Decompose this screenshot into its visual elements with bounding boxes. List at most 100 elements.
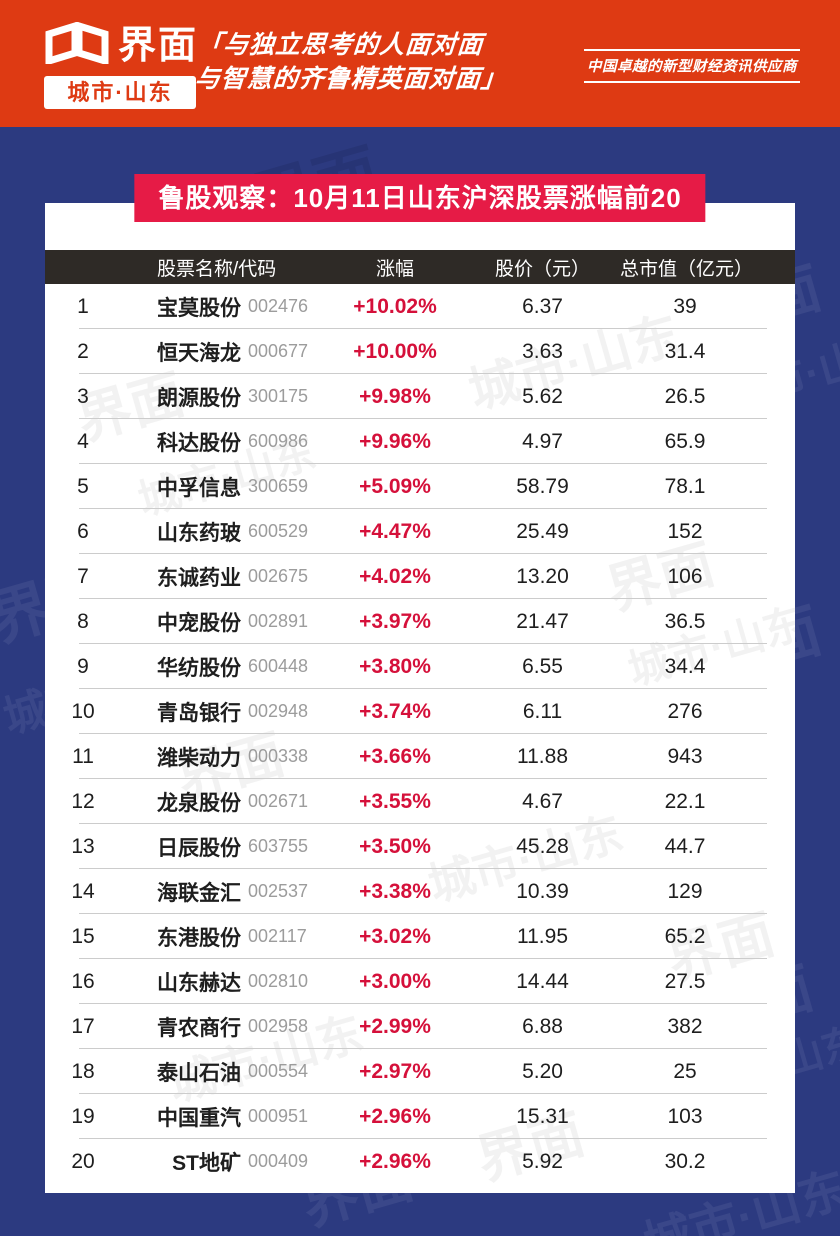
stock-code: 300175 xyxy=(248,386,309,406)
stock-code: 600986 xyxy=(248,431,309,451)
stock-code: 603755 xyxy=(248,836,309,856)
slogan-line-1: 「与独立思考的人面对面 xyxy=(196,31,485,59)
stock-name: 朗源股份 xyxy=(157,386,241,410)
stock-change: +2.96% xyxy=(359,1149,431,1173)
stock-rank: 17 xyxy=(71,1014,95,1038)
stock-price: 3.63 xyxy=(522,339,563,363)
stock-code: 002810 xyxy=(248,971,309,991)
table-row: 2 恒天海龙 000677 +10.00% 3.63 31.4 xyxy=(45,329,795,374)
stock-table-panel: 界面 城市·山东 城市·山东 界面 城市·山东 界面 城市·山东 界面 城市·山… xyxy=(45,203,795,1193)
stock-name: 龙泉股份 xyxy=(157,791,241,815)
stock-rank: 12 xyxy=(71,789,95,813)
stock-change: +3.50% xyxy=(359,834,431,858)
stock-code: 002537 xyxy=(248,881,309,901)
stock-code: 002671 xyxy=(248,791,309,811)
stock-price: 5.62 xyxy=(522,384,563,408)
stock-rank: 4 xyxy=(77,429,89,453)
stock-market-cap: 152 xyxy=(667,519,703,543)
stock-market-cap: 943 xyxy=(667,744,703,768)
table-header-price: 股价（元） xyxy=(494,258,590,280)
table-row: 16 山东赫达 002810 +3.00% 14.44 27.5 xyxy=(45,959,795,1004)
stock-market-cap: 129 xyxy=(667,879,703,903)
stock-market-cap: 26.5 xyxy=(664,384,706,408)
stock-market-cap: 44.7 xyxy=(664,834,706,858)
stock-price: 4.97 xyxy=(522,429,563,453)
stock-market-cap: 78.1 xyxy=(664,474,706,498)
stock-change: +9.96% xyxy=(359,429,431,453)
table-row: 4 科达股份 600986 +9.96% 4.97 65.9 xyxy=(45,419,795,464)
stock-price: 11.88 xyxy=(517,744,568,768)
stock-market-cap: 276 xyxy=(667,699,703,723)
stock-code: 600448 xyxy=(248,656,309,676)
table-row: 3 朗源股份 300175 +9.98% 5.62 26.5 xyxy=(45,374,795,419)
stock-name: 潍柴动力 xyxy=(157,746,241,770)
stock-code: 300659 xyxy=(248,476,309,496)
stock-market-cap: 65.2 xyxy=(664,924,706,948)
stock-name: 华纺股份 xyxy=(157,656,241,680)
stock-rank: 15 xyxy=(71,924,95,948)
stock-change: +4.02% xyxy=(359,564,431,588)
stock-change: +2.96% xyxy=(359,1104,431,1128)
stock-rank: 20 xyxy=(71,1149,95,1173)
table-row: 5 中孚信息 300659 +5.09% 58.79 78.1 xyxy=(45,464,795,509)
table-header-cap: 总市值（亿元） xyxy=(620,258,754,280)
stock-price: 5.20 xyxy=(522,1059,563,1083)
stock-change: +5.09% xyxy=(359,474,431,498)
stock-name: 东港股份 xyxy=(157,926,241,950)
table-header-change: 涨幅 xyxy=(375,258,414,280)
table-row: 20 ST地矿 000409 +2.96% 5.92 30.2 xyxy=(45,1139,795,1184)
stock-code: 600529 xyxy=(248,521,309,541)
stock-name: ST地矿 xyxy=(172,1151,241,1175)
stock-rank: 8 xyxy=(77,609,89,633)
stock-price: 6.37 xyxy=(522,294,563,318)
stock-rank: 9 xyxy=(77,654,89,678)
stock-change: +9.98% xyxy=(359,384,431,408)
stock-code: 002948 xyxy=(248,701,309,721)
stock-code: 002958 xyxy=(248,1016,309,1036)
stock-change: +10.00% xyxy=(353,339,437,363)
stock-price: 15.31 xyxy=(516,1104,569,1128)
stock-price: 25.49 xyxy=(516,519,569,543)
stock-rank: 18 xyxy=(71,1059,95,1083)
table-row: 10 青岛银行 002948 +3.74% 6.11 276 xyxy=(45,689,795,734)
stock-price: 45.28 xyxy=(516,834,569,858)
stock-code: 002117 xyxy=(248,926,307,946)
stock-name: 中孚信息 xyxy=(157,476,241,500)
stock-market-cap: 34.4 xyxy=(664,654,706,678)
jiemian-logo: 界面 城市·山东 xyxy=(44,21,199,109)
stock-rank: 7 xyxy=(77,564,89,588)
table-row: 12 龙泉股份 002671 +3.55% 4.67 22.1 xyxy=(45,779,795,824)
stock-price: 6.11 xyxy=(522,699,563,723)
stock-change: +3.80% xyxy=(359,654,431,678)
stock-change: +3.97% xyxy=(359,609,431,633)
stock-name: 青岛银行 xyxy=(157,701,241,725)
stock-code: 000409 xyxy=(248,1151,309,1171)
stock-change: +3.02% xyxy=(359,924,431,948)
stock-code: 002675 xyxy=(248,566,309,586)
stock-name: 山东药玻 xyxy=(157,521,241,545)
table-row: 1 宝莫股份 002476 +10.02% 6.37 39 xyxy=(45,284,795,329)
stock-market-cap: 65.9 xyxy=(664,429,706,453)
stock-rank: 16 xyxy=(71,969,95,993)
stock-change: +3.38% xyxy=(359,879,431,903)
stock-rank: 11 xyxy=(72,744,94,768)
stock-name: 中宠股份 xyxy=(157,611,241,635)
stock-code: 002891 xyxy=(248,611,309,631)
table-row: 17 青农商行 002958 +2.99% 6.88 382 xyxy=(45,1004,795,1049)
logo-brand-text: 界面 xyxy=(118,24,199,67)
stock-name: 日辰股份 xyxy=(157,836,241,860)
jiemian-logo-icon xyxy=(44,21,110,69)
stock-price: 14.44 xyxy=(516,969,569,993)
stock-code: 000677 xyxy=(248,341,309,361)
stock-code: 000951 xyxy=(248,1106,309,1126)
banner-tagline: 中国卓越的新型财经资讯供应商 xyxy=(584,49,800,83)
table-row: 13 日辰股份 603755 +3.50% 45.28 44.7 xyxy=(45,824,795,869)
stock-rank: 1 xyxy=(77,294,89,318)
stock-name: 东诚药业 xyxy=(157,566,241,590)
stock-change: +3.74% xyxy=(359,699,431,723)
stock-name: 恒天海龙 xyxy=(157,341,241,365)
stock-market-cap: 106 xyxy=(667,564,703,588)
logo-region-text: 城市·山东 xyxy=(44,76,196,109)
stock-name: 海联金汇 xyxy=(157,881,241,905)
